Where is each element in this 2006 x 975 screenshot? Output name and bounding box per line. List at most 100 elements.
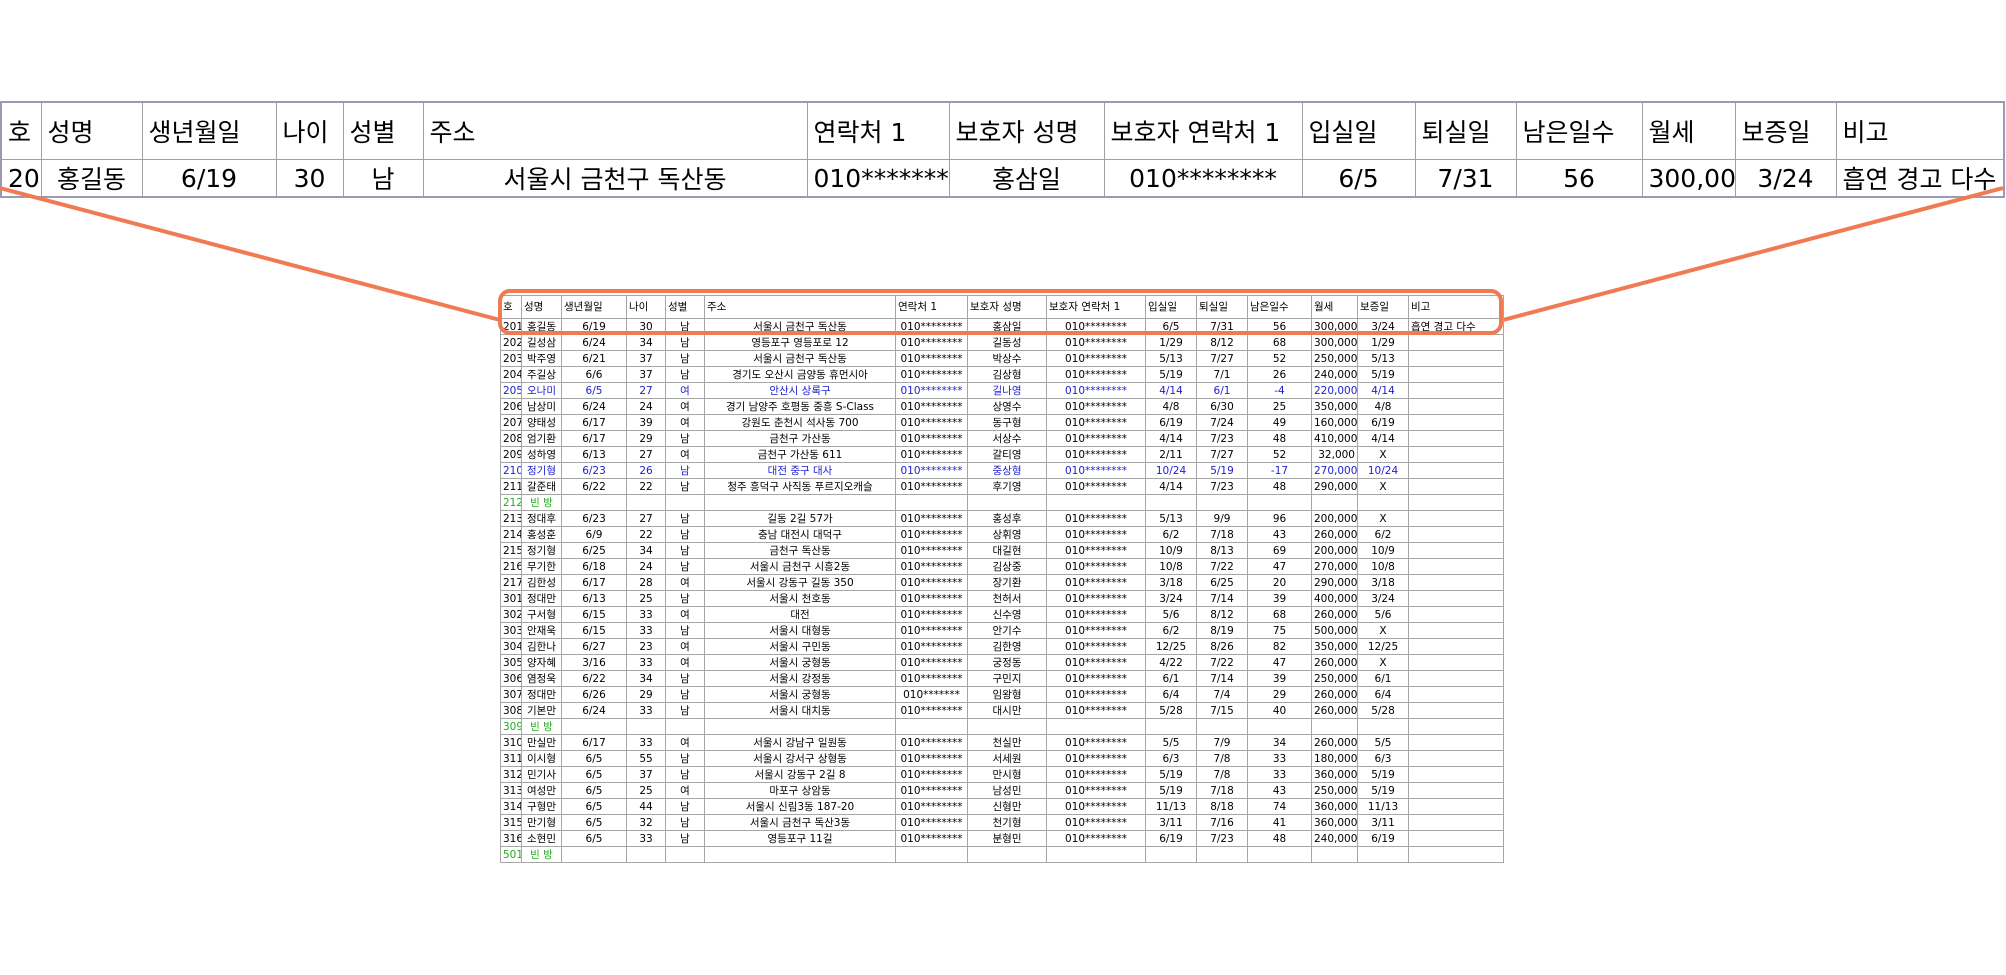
table-cell: 350,000 <box>1311 398 1358 415</box>
table-cell: 82 <box>1247 638 1312 655</box>
table-cell: 010******** <box>1046 782 1146 799</box>
table-cell: 26 <box>626 462 666 479</box>
table-cell <box>1311 494 1358 511</box>
zoom-header-cell: 비고 <box>1835 101 2005 160</box>
table-cell: 290,000 <box>1311 478 1358 495</box>
table-cell: 010******** <box>895 478 968 495</box>
table-cell <box>1408 702 1504 719</box>
table-cell: 여 <box>665 654 705 671</box>
table-cell: 임왕형 <box>967 686 1047 703</box>
table-cell <box>1408 670 1504 687</box>
table-cell <box>1145 494 1197 511</box>
table-cell: 7/15 <box>1196 702 1248 719</box>
table-row: 303 안재욱 6/15 33 남 서울시 대형동 010******** 안기수 010***… <box>500 622 1504 639</box>
connector-right-line <box>1502 186 2004 322</box>
table-row: 209 성하영 6/13 27 여 금천구 가산동 611 010******** 갈티영 01… <box>500 446 1504 463</box>
table-cell <box>1145 718 1197 735</box>
table-cell: 010******** <box>895 830 968 847</box>
table-cell: 6/13 <box>561 446 627 463</box>
table-cell: 경기 남양주 호평동 중흥 S-Class <box>704 398 896 415</box>
table-cell: 6/17 <box>561 734 627 751</box>
table-cell <box>1408 382 1504 399</box>
table-cell: 010******** <box>895 542 968 559</box>
table-cell: 정대만 <box>521 590 562 607</box>
table-cell: 6/2 <box>1145 622 1197 639</box>
table-cell: 9/9 <box>1196 510 1248 527</box>
table-cell: 010******** <box>1046 366 1146 383</box>
zoom-header-cell: 호 <box>0 101 42 160</box>
table-cell: 010******** <box>895 750 968 767</box>
table-cell: 김상중 <box>967 558 1047 575</box>
table-cell: 33 <box>626 654 666 671</box>
table-cell: 3/18 <box>1357 574 1409 591</box>
table-row: 301 정대만 6/13 25 남 서울시 천호동 010******** 천허서 010***… <box>500 590 1504 607</box>
table-cell: 6/2 <box>1357 526 1409 543</box>
table-row: 211 갈준태 6/22 22 남 청주 흥덕구 사직동 푸르지오캐슬 010*******… <box>500 478 1504 495</box>
table-cell: 기본만 <box>521 702 562 719</box>
table-cell: 200,000 <box>1311 542 1358 559</box>
table-cell: 남 <box>665 798 705 815</box>
table-cell <box>1046 494 1146 511</box>
table-cell: 남 <box>665 750 705 767</box>
table-cell: 5/19 <box>1196 462 1248 479</box>
table-cell: 서울시 대치동 <box>704 702 896 719</box>
table-cell: 010******** <box>895 414 968 431</box>
table-cell: 빈 방 <box>521 846 562 863</box>
table-cell: 500,000 <box>1311 622 1358 639</box>
table-row: 309 빈 방 <box>500 718 1504 735</box>
table-cell: 홍길동 <box>521 318 562 335</box>
table-cell: 남 <box>665 558 705 575</box>
table-cell: 4/14 <box>1145 382 1197 399</box>
table-cell: 39 <box>1247 590 1312 607</box>
table-cell: 이시형 <box>521 750 562 767</box>
table-cell: 220,000 <box>1311 382 1358 399</box>
table-cell: 3/11 <box>1357 814 1409 831</box>
table-cell: 7/23 <box>1196 478 1248 495</box>
zoom-header-cell: 나이 <box>275 101 344 160</box>
table-cell: 7/4 <box>1196 686 1248 703</box>
table-cell: 37 <box>626 366 666 383</box>
table-cell: 남 <box>665 670 705 687</box>
table-cell: 여 <box>665 574 705 591</box>
table-cell: 260,000 <box>1311 606 1358 623</box>
table-cell: 010******** <box>1046 798 1146 815</box>
table-cell: 010******** <box>895 798 968 815</box>
table-cell <box>704 718 896 735</box>
table-cell: 010******** <box>895 702 968 719</box>
table-cell: 302 <box>500 606 522 623</box>
table-cell: 6/19 <box>1145 830 1197 847</box>
table-cell: 010******** <box>895 766 968 783</box>
table-cell: 엄기환 <box>521 430 562 447</box>
table-cell: 3/24 <box>1357 590 1409 607</box>
table-cell: 33 <box>626 702 666 719</box>
table-cell: 4/14 <box>1145 430 1197 447</box>
table-cell: 남 <box>665 622 705 639</box>
table-cell: 47 <box>1247 558 1312 575</box>
table-row: 314 구형만 6/5 44 남 서울시 신림3동 187-20 010******** 신형… <box>500 798 1504 815</box>
zoom-cell: 홍삼일 <box>948 159 1105 198</box>
table-cell: 6/19 <box>1357 414 1409 431</box>
table-cell: 28 <box>626 574 666 591</box>
sheet-header-cell: 보호자 연락처 1 <box>1046 295 1146 319</box>
table-cell: 서울시 강동구 길동 350 <box>704 574 896 591</box>
table-cell: 3/18 <box>1145 574 1197 591</box>
table-cell: 염정욱 <box>521 670 562 687</box>
table-cell: 청주 흥덕구 사직동 푸르지오캐슬 <box>704 478 896 495</box>
table-cell: 정기형 <box>521 542 562 559</box>
table-cell: 4/14 <box>1357 430 1409 447</box>
table-cell: 010******** <box>895 606 968 623</box>
table-cell: 52 <box>1247 350 1312 367</box>
sheet-header-cell: 생년월일 <box>561 295 627 319</box>
table-cell: 6/5 <box>561 814 627 831</box>
table-cell: 240,000 <box>1311 366 1358 383</box>
zoom-header-cell: 입실일 <box>1301 101 1416 160</box>
table-cell: 010******** <box>895 382 968 399</box>
table-cell: 갈준태 <box>521 478 562 495</box>
table-cell: 서울시 구민동 <box>704 638 896 655</box>
sheet-header-row: 호 성명 생년월일 나이 성별 주소 연락처 1 보호자 성명 보호자 연락처 1 입실일 퇴실일 남… <box>500 295 1504 319</box>
table-cell: 24 <box>626 558 666 575</box>
table-cell: 56 <box>1247 318 1312 335</box>
table-cell <box>665 718 705 735</box>
table-cell: 후기영 <box>967 478 1047 495</box>
table-cell: 010******** <box>895 734 968 751</box>
